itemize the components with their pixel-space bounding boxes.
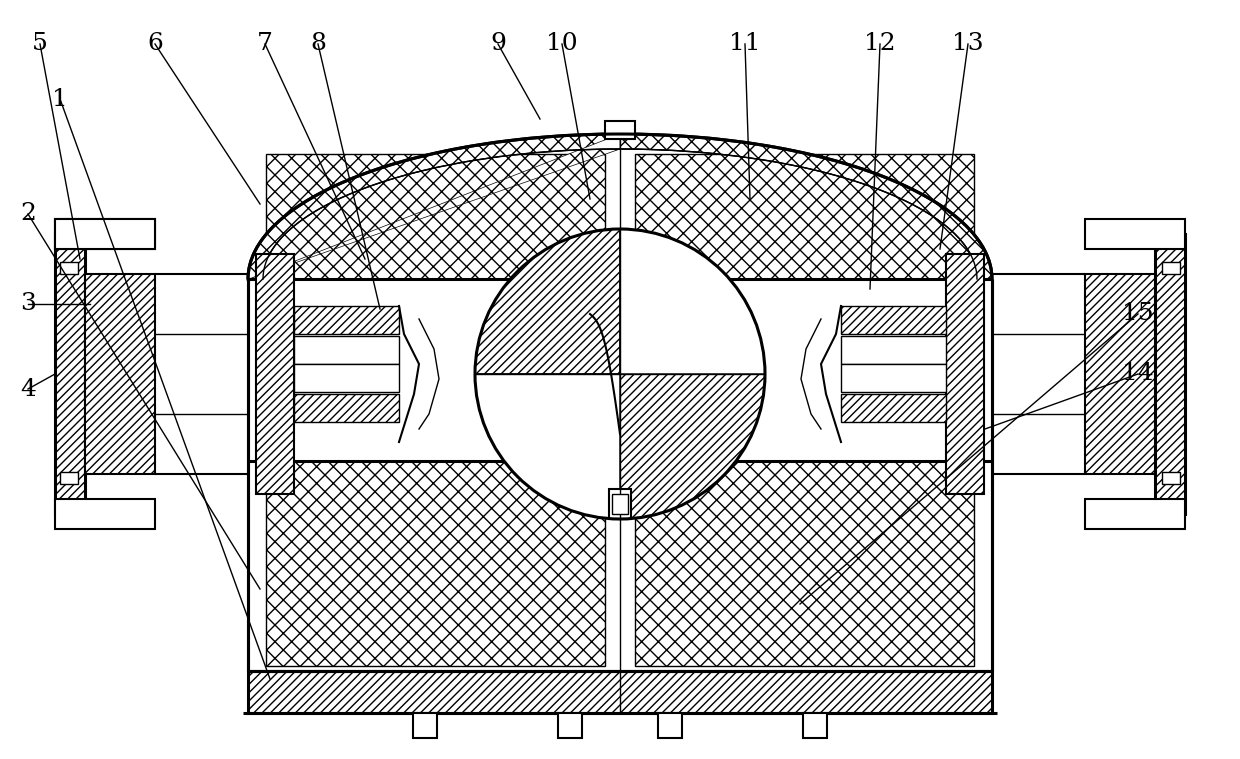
Text: 15: 15 [1122, 303, 1153, 326]
Bar [55, 219, 155, 249]
Polygon shape [635, 461, 973, 666]
Text: 2: 2 [20, 203, 36, 225]
Text: 7: 7 [257, 33, 273, 55]
Bar [1162, 262, 1180, 274]
Wedge shape [475, 229, 620, 374]
Text: 12: 12 [864, 33, 895, 55]
Bar [1085, 499, 1185, 529]
Bar [1162, 472, 1180, 484]
Bar [605, 121, 635, 139]
Polygon shape [267, 154, 605, 279]
Bar [613, 494, 627, 514]
Text: 13: 13 [952, 33, 983, 55]
Bar [1085, 219, 1185, 249]
Bar [841, 336, 946, 364]
Text: 10: 10 [546, 33, 578, 55]
Bar [55, 219, 155, 249]
Text: 3: 3 [20, 292, 36, 316]
Bar [804, 713, 827, 738]
Polygon shape [1154, 234, 1185, 514]
Wedge shape [620, 374, 765, 519]
Bar [1085, 274, 1154, 474]
Text: 5: 5 [32, 33, 48, 55]
Text: 6: 6 [148, 33, 162, 55]
Bar [558, 713, 582, 738]
Text: 9: 9 [490, 33, 506, 55]
Polygon shape [267, 461, 605, 666]
Bar [294, 364, 399, 392]
Bar [248, 671, 992, 713]
Polygon shape [946, 254, 985, 494]
Polygon shape [248, 134, 620, 279]
Bar [294, 306, 399, 334]
Bar [609, 489, 631, 519]
Bar [658, 713, 682, 738]
Wedge shape [620, 229, 765, 374]
Wedge shape [475, 374, 620, 519]
Text: 14: 14 [1122, 363, 1153, 386]
Polygon shape [635, 154, 973, 279]
Bar [60, 262, 78, 274]
Bar [841, 394, 946, 422]
Bar [60, 472, 78, 484]
Text: 4: 4 [20, 377, 36, 401]
Text: 11: 11 [729, 33, 761, 55]
Bar [294, 336, 399, 364]
Bar [55, 499, 155, 529]
Bar [86, 274, 155, 474]
Bar [841, 306, 946, 334]
Text: 8: 8 [310, 33, 326, 55]
Text: 1: 1 [52, 87, 68, 111]
Bar [413, 713, 436, 738]
Polygon shape [620, 134, 992, 279]
Bar [841, 364, 946, 392]
Polygon shape [255, 254, 294, 494]
Bar [294, 394, 399, 422]
Polygon shape [55, 234, 86, 514]
